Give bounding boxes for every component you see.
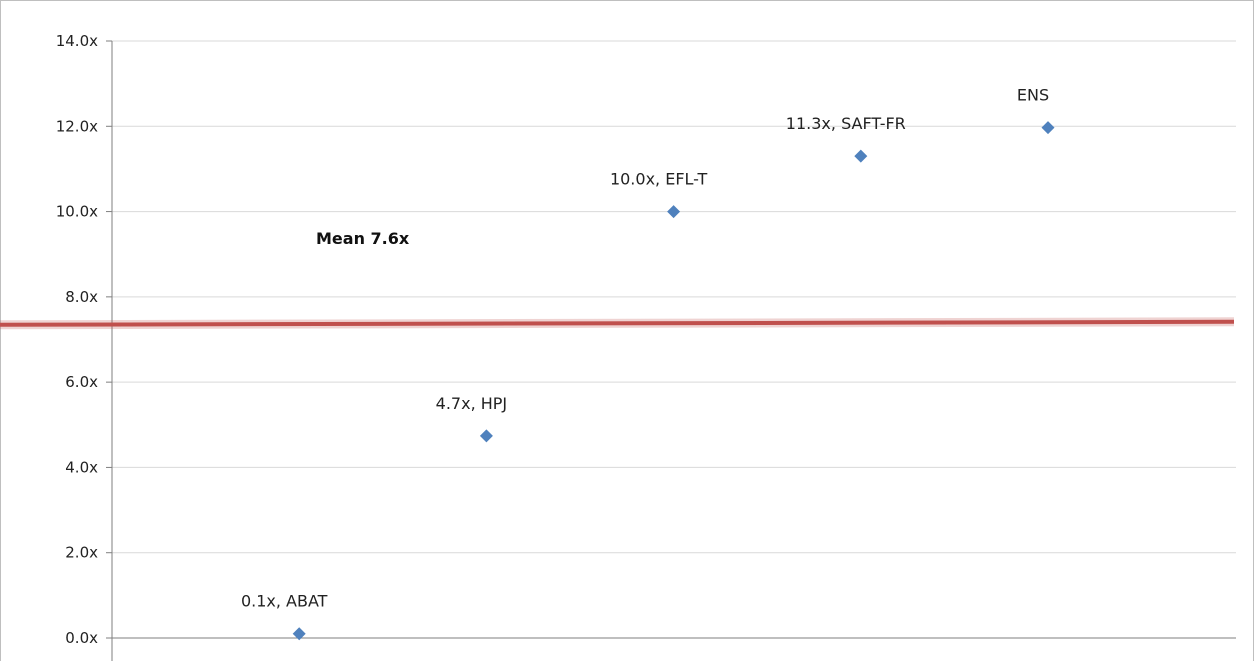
data-point-label: ENS (1017, 86, 1049, 105)
data-point-marker (1041, 121, 1055, 135)
data-points (292, 121, 1055, 641)
y-tick-label: 12.0x (56, 117, 98, 135)
data-point-label: 0.1x, ABAT (241, 592, 328, 611)
y-tick-label: 0.0x (65, 629, 98, 647)
data-point-label: 10.0x, EFL-T (610, 170, 708, 189)
mean-line (0, 319, 1235, 327)
mean-label: Mean 7.6x (316, 229, 410, 248)
axes: 0.0x 2.0x 4.0x 6.0x 8.0x 10.0x 12.0x 14.0x (56, 32, 1236, 661)
data-point-marker (854, 149, 868, 163)
data-point-marker (479, 429, 493, 443)
y-tick-label: 6.0x (65, 373, 98, 391)
data-point-marker (292, 627, 306, 641)
y-tick-label: 14.0x (56, 32, 98, 50)
data-point-marker (667, 205, 681, 219)
data-point-label: 11.3x, SAFT-FR (786, 114, 906, 133)
y-tick-label: 10.0x (56, 203, 98, 221)
y-tick-label: 4.0x (65, 458, 98, 476)
mean-line-group: Mean 7.6x (0, 229, 1235, 330)
data-point-label: 4.7x, HPJ (436, 394, 507, 413)
y-tick-label: 8.0x (65, 288, 98, 306)
data-labels: 0.1x, ABAT 4.7x, HPJ 10.0x, EFL-T 11.3x, SA… (241, 86, 1049, 611)
y-tick-label: 2.0x (65, 544, 98, 562)
